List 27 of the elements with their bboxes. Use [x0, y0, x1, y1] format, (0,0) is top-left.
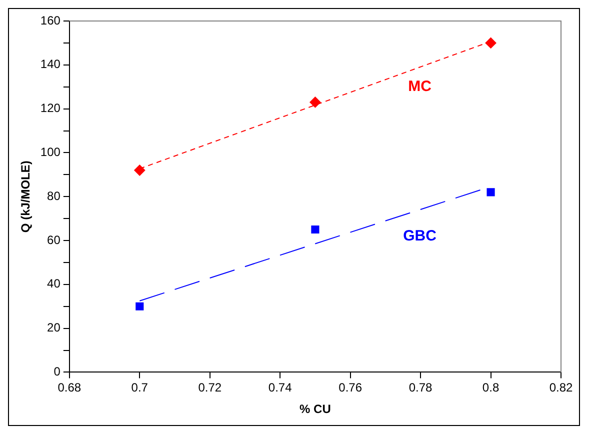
x-tick-label: 0.76	[338, 380, 362, 395]
point	[134, 164, 146, 176]
x-axis-title: % CU	[300, 402, 331, 416]
y-tick-label: 40	[47, 276, 61, 291]
y-tick-label: 160	[40, 13, 61, 28]
point	[311, 225, 320, 234]
x-tick-label: 0.74	[268, 380, 292, 395]
y-tick-label: 120	[40, 101, 61, 116]
point	[486, 188, 495, 196]
x-tick-label: 0.68	[58, 380, 82, 395]
y-tick-label: 140	[40, 57, 61, 72]
y-tick-label: 60	[47, 232, 61, 247]
y-axis-title: Q (kJ/MOLE)	[18, 160, 33, 233]
text: GBC	[403, 227, 437, 244]
point	[310, 96, 321, 108]
y-tick-label: 100	[40, 145, 61, 160]
x-tick-label: 0.8	[482, 380, 500, 395]
y-tick-label: 80	[47, 188, 61, 203]
y-tick-label: 20	[47, 320, 61, 335]
point	[136, 302, 144, 310]
text: MC	[408, 78, 432, 96]
y-tick-label: 0	[54, 364, 61, 379]
x-tick-label: 0.7	[131, 380, 148, 395]
x-tick-label: 0.82	[549, 380, 573, 395]
point	[485, 37, 496, 48]
x-tick-label: 0.72	[198, 380, 222, 395]
x-tick-label: 0.78	[408, 380, 433, 395]
